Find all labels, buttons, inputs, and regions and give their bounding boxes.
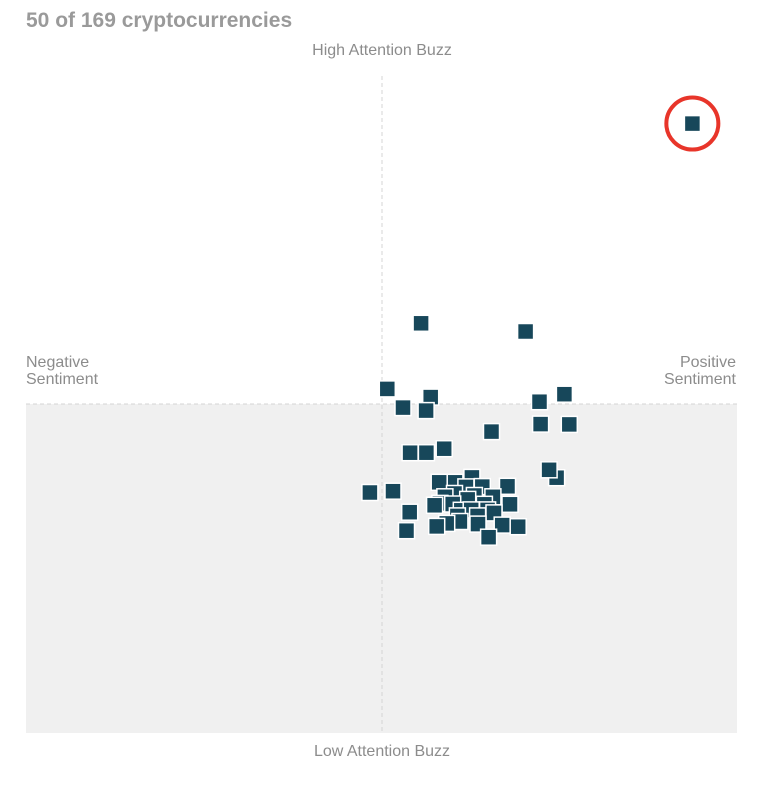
negative-label-line1: Negative (26, 354, 90, 371)
data-point[interactable] (384, 482, 402, 500)
data-point[interactable] (394, 398, 412, 417)
data-point[interactable] (683, 114, 702, 133)
data-point[interactable] (501, 495, 519, 514)
positive-label-line2: Sentiment (663, 371, 736, 388)
data-point[interactable] (509, 517, 527, 536)
data-point[interactable] (427, 517, 446, 536)
data-point[interactable] (479, 528, 498, 546)
data-point[interactable] (560, 415, 579, 434)
highlight-ring (664, 95, 721, 152)
data-point[interactable] (401, 443, 419, 462)
data-point[interactable] (361, 483, 379, 502)
high-attention-buzz-label: High Attention Buzz (312, 42, 452, 59)
positive-sentiment-label: Positive Sentiment (664, 354, 736, 388)
page-title: 50 of 169 cryptocurrencies (26, 9, 293, 32)
data-point[interactable] (531, 415, 550, 433)
data-point[interactable] (482, 422, 501, 441)
data-point[interactable] (425, 496, 444, 515)
data-point[interactable] (540, 461, 558, 479)
data-point[interactable] (412, 314, 430, 333)
points-layer (361, 114, 702, 546)
negative-sentiment-label: Negative Sentiment (26, 354, 98, 388)
data-point[interactable] (498, 477, 517, 496)
low-attention-buzz-label: Low Attention Buzz (313, 743, 451, 760)
data-point[interactable] (400, 503, 419, 521)
data-point[interactable] (516, 322, 535, 341)
negative-label-line2: Sentiment (26, 371, 99, 388)
data-point[interactable] (469, 515, 487, 533)
positive-label-line1: Positive (679, 354, 736, 371)
data-point[interactable] (397, 521, 416, 540)
data-point[interactable] (417, 443, 436, 462)
data-point[interactable] (430, 473, 448, 492)
data-point[interactable] (435, 439, 453, 458)
data-point[interactable] (417, 401, 435, 420)
data-point[interactable] (555, 385, 574, 403)
data-point[interactable] (530, 392, 549, 411)
data-point[interactable] (378, 380, 397, 398)
